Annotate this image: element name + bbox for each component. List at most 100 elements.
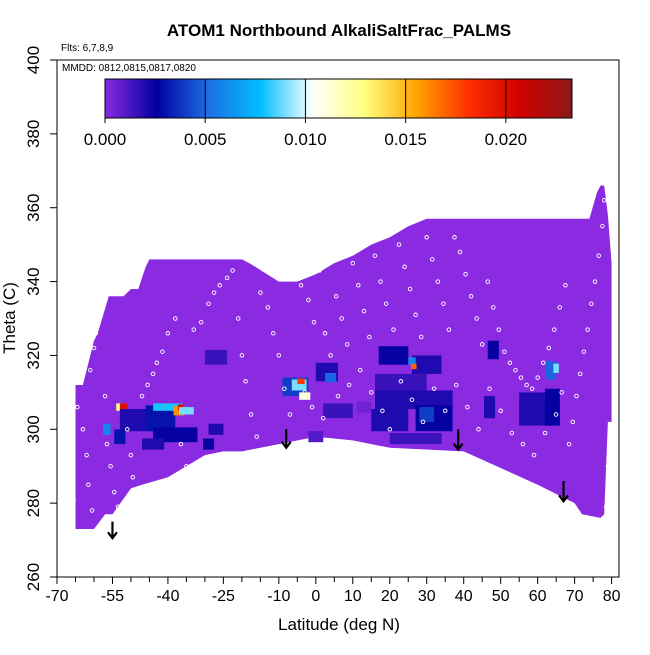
heatmap-cell (487, 340, 499, 360)
heatmap-cell (371, 409, 409, 432)
track-point (424, 235, 429, 240)
track-point (524, 382, 529, 388)
track-point (100, 294, 106, 299)
heatmap-cell (553, 363, 559, 373)
track-point (128, 452, 134, 458)
track-point (254, 434, 259, 439)
track-point (60, 390, 65, 395)
heatmap-cell (153, 403, 183, 411)
track-point (130, 475, 136, 480)
track-point (309, 404, 315, 410)
y-tick-label: 260 (24, 563, 43, 591)
track-point (80, 427, 86, 432)
y-axis: 260 280 300 320 340 360 380 400 (24, 46, 57, 591)
track-point (369, 390, 374, 395)
track-point (542, 430, 548, 436)
heatmap-cell (378, 346, 409, 365)
y-tick-label: 280 (24, 489, 43, 517)
track-point (258, 290, 263, 295)
track-point (607, 486, 613, 491)
track-point (418, 334, 424, 340)
track-point (357, 367, 363, 373)
x-tick-label: 60 (529, 588, 547, 605)
heatmap-cell (204, 349, 228, 365)
track-point (435, 279, 441, 284)
track-point (217, 283, 222, 288)
track-point (184, 463, 189, 469)
track-point (367, 334, 372, 340)
track-point (603, 504, 609, 510)
heatmap-cell (411, 355, 442, 374)
x-tick-label: 10 (344, 588, 362, 605)
dates-note: MMDD: 0812,0815,0817,0820 (62, 63, 196, 74)
colorbar-tick-label: 0.000 (84, 130, 127, 149)
track-point (198, 319, 204, 325)
track-point (243, 379, 248, 384)
colorbar: 0.000 0.005 0.010 0.015 0.020 (84, 78, 573, 149)
track-point (102, 393, 108, 399)
y-tick-label: 340 (24, 267, 43, 295)
chart-title: ATOM1 Northbound AlkaliSaltFrac_PALMS (167, 21, 511, 40)
track-point (479, 342, 485, 347)
track-point (93, 331, 99, 336)
track-point (529, 386, 535, 391)
track-point (88, 367, 93, 373)
track-point (75, 404, 80, 410)
y-tick-label: 360 (24, 194, 43, 222)
heatmap-cell (142, 438, 165, 450)
track-point (409, 397, 415, 402)
track-point (485, 279, 490, 284)
heatmap-cell (299, 392, 311, 400)
track-point (566, 441, 572, 447)
track-point (496, 327, 502, 332)
x-tick-label: 40 (455, 588, 473, 605)
flight-track-points (60, 198, 613, 528)
track-point (468, 294, 474, 299)
heatmap-cell (308, 431, 324, 443)
track-point (276, 353, 282, 358)
track-point (115, 504, 121, 510)
track-point (513, 367, 518, 373)
track-point (86, 482, 91, 487)
heatmap-cell (411, 363, 417, 370)
track-point (350, 260, 356, 266)
track-point (356, 283, 361, 288)
track-point (287, 412, 293, 417)
track-point (518, 375, 524, 380)
track-point (112, 489, 117, 495)
y-tick-label: 300 (24, 415, 43, 443)
x-tick-label: -40 (156, 588, 179, 605)
track-point (346, 382, 352, 388)
track-point (97, 312, 102, 318)
track-point (62, 419, 67, 425)
track-point (402, 264, 407, 270)
track-point (224, 275, 230, 281)
track-point (65, 441, 71, 447)
track-point (239, 353, 245, 358)
track-point (391, 327, 396, 332)
track-point (491, 305, 496, 310)
track-point (84, 452, 89, 458)
x-tick-label: -10 (267, 588, 290, 605)
track-point (601, 198, 607, 203)
track-point (520, 441, 526, 447)
track-point (372, 253, 378, 258)
heatmap-cell (116, 403, 124, 411)
track-point (154, 360, 160, 366)
track-point (557, 305, 563, 310)
track-point (291, 271, 296, 277)
y-tick-label: 400 (24, 46, 43, 74)
heatmap-cell (153, 427, 198, 443)
track-point (160, 349, 165, 354)
track-point (119, 523, 124, 528)
x-tick-label: -70 (45, 588, 68, 605)
x-axis-label: Latitude (deg N) (278, 615, 400, 634)
track-point (487, 386, 492, 391)
track-point (441, 301, 446, 306)
colorbar-tick-label: 0.020 (485, 130, 528, 149)
track-point (465, 404, 470, 410)
heatmap-cell (291, 379, 307, 391)
track-point (577, 371, 583, 377)
track-point (335, 393, 341, 399)
